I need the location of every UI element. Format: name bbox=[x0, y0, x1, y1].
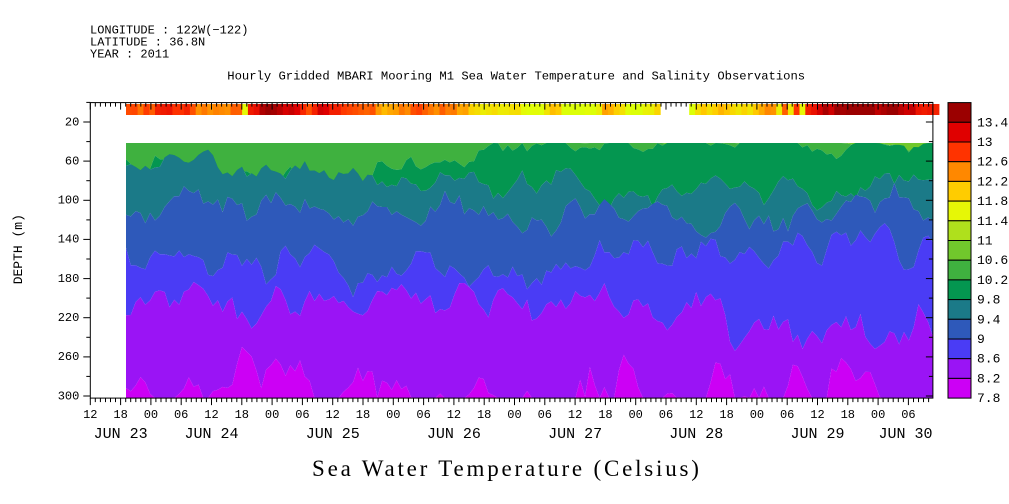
svg-text:06: 06 bbox=[659, 408, 673, 422]
svg-text:60: 60 bbox=[65, 154, 79, 168]
svg-text:06: 06 bbox=[295, 408, 309, 422]
svg-text:11.8: 11.8 bbox=[977, 194, 1008, 209]
svg-text:JUN 30: JUN 30 bbox=[878, 426, 932, 443]
svg-text:JUN 29: JUN 29 bbox=[790, 426, 844, 443]
svg-text:12: 12 bbox=[568, 408, 582, 422]
svg-text:JUN 24: JUN 24 bbox=[184, 426, 238, 443]
svg-text:00: 00 bbox=[628, 408, 642, 422]
svg-text:180: 180 bbox=[58, 272, 80, 286]
svg-text:00: 00 bbox=[750, 408, 764, 422]
svg-text:00: 00 bbox=[144, 408, 158, 422]
svg-text:12.6: 12.6 bbox=[977, 155, 1008, 170]
svg-text:300: 300 bbox=[58, 389, 80, 403]
svg-text:18: 18 bbox=[113, 408, 127, 422]
svg-text:11.4: 11.4 bbox=[977, 214, 1008, 229]
svg-text:06: 06 bbox=[416, 408, 430, 422]
svg-text:18: 18 bbox=[598, 408, 612, 422]
svg-text:260: 260 bbox=[58, 350, 80, 364]
svg-text:00: 00 bbox=[507, 408, 521, 422]
svg-text:10.2: 10.2 bbox=[977, 273, 1008, 288]
svg-text:00: 00 bbox=[265, 408, 279, 422]
svg-text:18: 18 bbox=[719, 408, 733, 422]
svg-text:12: 12 bbox=[204, 408, 218, 422]
svg-text:12: 12 bbox=[689, 408, 703, 422]
svg-text:220: 220 bbox=[58, 311, 80, 325]
svg-text:06: 06 bbox=[538, 408, 552, 422]
svg-text:100: 100 bbox=[58, 194, 80, 208]
svg-text:12: 12 bbox=[447, 408, 461, 422]
svg-text:06: 06 bbox=[174, 408, 188, 422]
svg-text:18: 18 bbox=[841, 408, 855, 422]
svg-text:13.4: 13.4 bbox=[977, 115, 1008, 130]
svg-text:Hourly Gridded MBARI Mooring M: Hourly Gridded MBARI Mooring M1 Sea Wate… bbox=[227, 70, 805, 84]
svg-text:JUN 26: JUN 26 bbox=[427, 426, 481, 443]
svg-text:18: 18 bbox=[477, 408, 491, 422]
svg-text:JUN 28: JUN 28 bbox=[669, 426, 723, 443]
svg-text:18: 18 bbox=[356, 408, 370, 422]
svg-text:06: 06 bbox=[780, 408, 794, 422]
svg-text:9: 9 bbox=[977, 332, 985, 347]
svg-text:9.8: 9.8 bbox=[977, 293, 1000, 308]
svg-text:13: 13 bbox=[977, 135, 993, 150]
svg-text:9.4: 9.4 bbox=[977, 312, 1001, 327]
svg-text:06: 06 bbox=[901, 408, 915, 422]
svg-text:00: 00 bbox=[871, 408, 885, 422]
svg-text:JUN 23: JUN 23 bbox=[94, 426, 148, 443]
svg-text:12: 12 bbox=[810, 408, 824, 422]
svg-text:YEAR : 2011: YEAR : 2011 bbox=[90, 48, 169, 62]
svg-text:00: 00 bbox=[386, 408, 400, 422]
svg-text:10.6: 10.6 bbox=[977, 253, 1008, 268]
svg-text:18: 18 bbox=[235, 408, 249, 422]
svg-text:12.2: 12.2 bbox=[977, 174, 1008, 189]
svg-text:7.8: 7.8 bbox=[977, 391, 1000, 406]
svg-text:8.6: 8.6 bbox=[977, 352, 1000, 367]
svg-text:DEPTH (m): DEPTH (m) bbox=[11, 214, 26, 284]
svg-text:140: 140 bbox=[58, 233, 80, 247]
svg-text:12: 12 bbox=[83, 408, 97, 422]
svg-text:JUN 25: JUN 25 bbox=[306, 426, 360, 443]
svg-text:Sea Water Temperature (Celsius: Sea Water Temperature (Celsius) bbox=[312, 456, 702, 481]
svg-text:8.2: 8.2 bbox=[977, 371, 1000, 386]
svg-text:20: 20 bbox=[65, 115, 79, 129]
svg-text:12: 12 bbox=[325, 408, 339, 422]
svg-text:11: 11 bbox=[977, 234, 993, 249]
svg-text:JUN 27: JUN 27 bbox=[548, 426, 602, 443]
